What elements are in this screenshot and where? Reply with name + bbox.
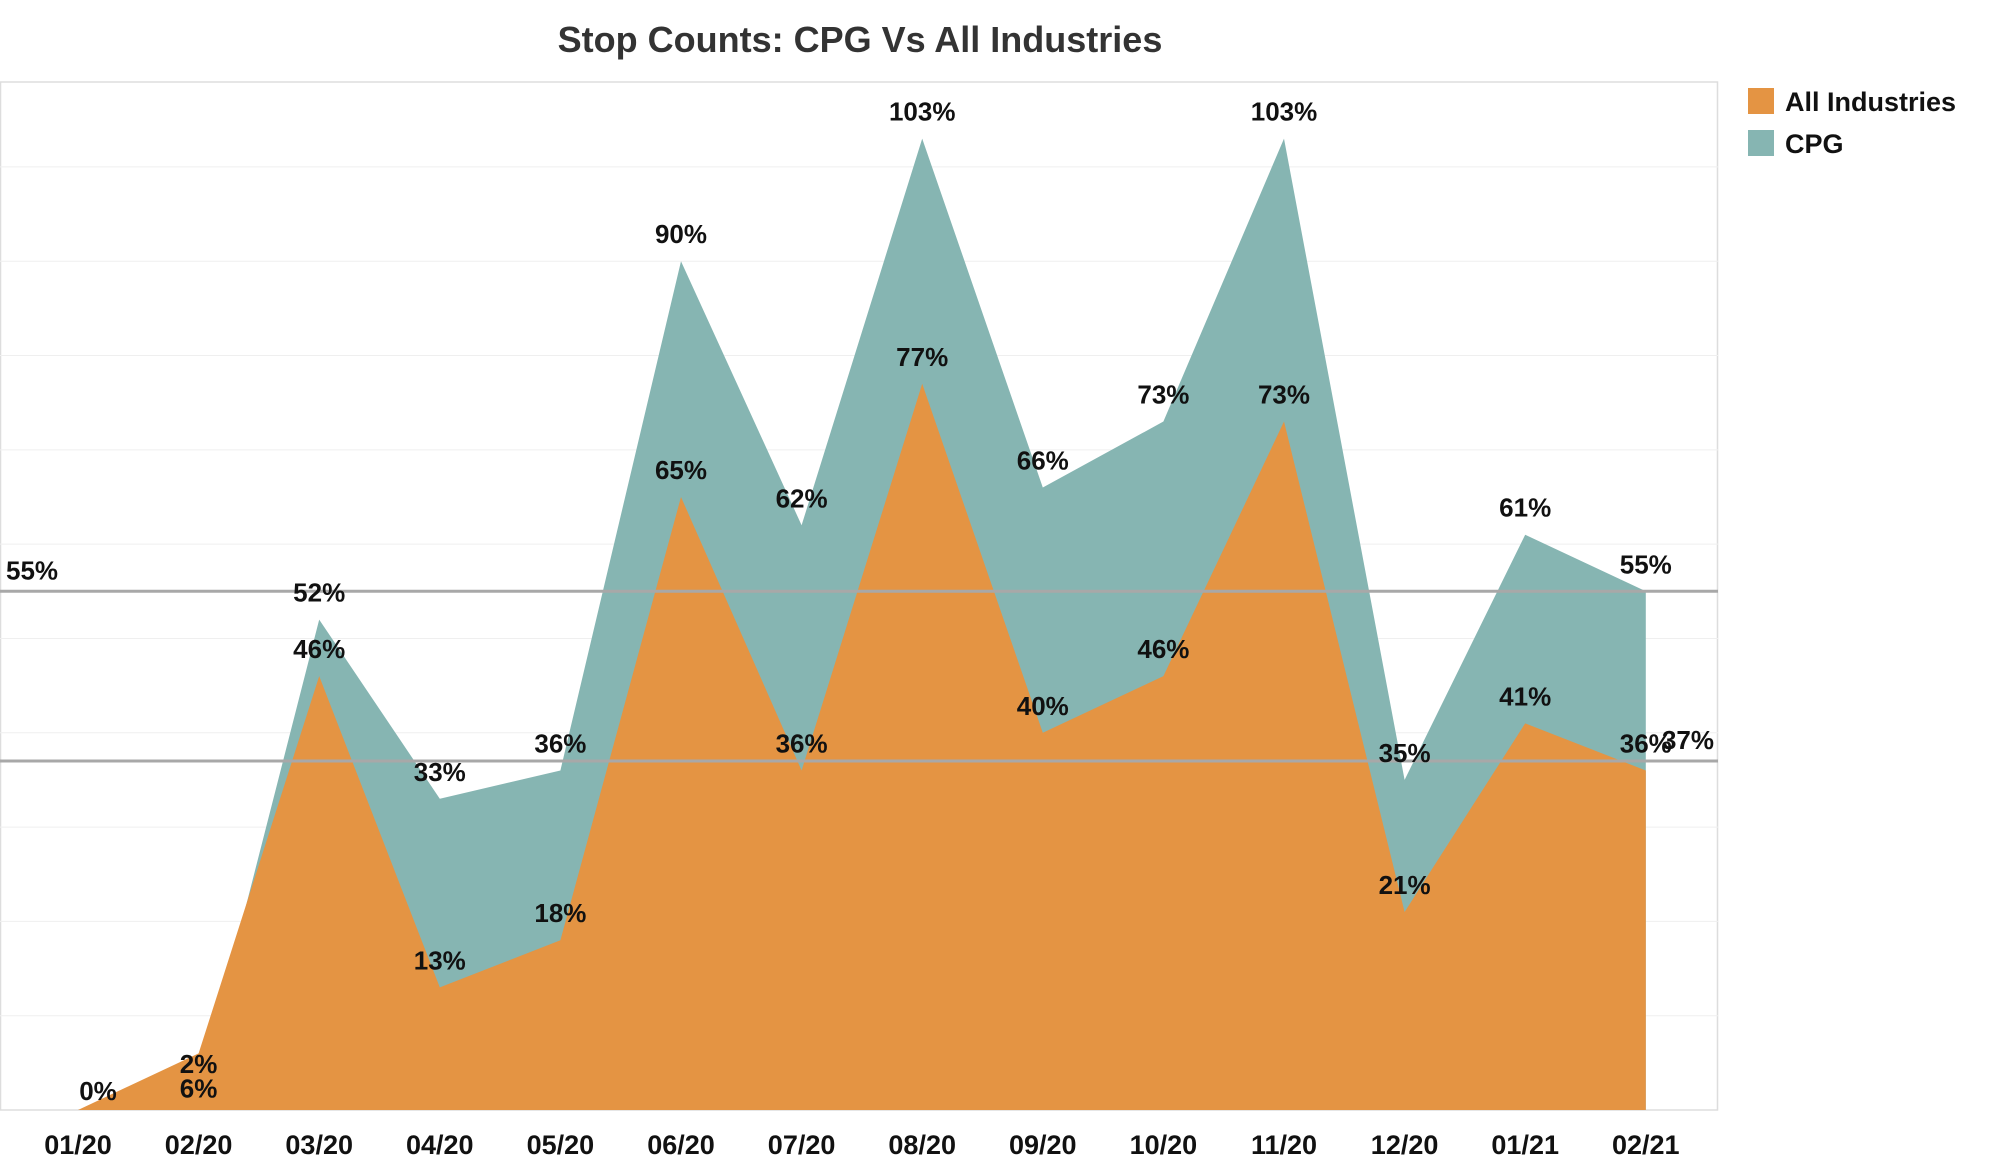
reference-line-label: 37%	[1662, 725, 1714, 755]
x-tick-label: 10/20	[1130, 1130, 1198, 1160]
x-tick-label: 08/20	[888, 1130, 956, 1160]
data-label: 103%	[1251, 97, 1318, 127]
x-tick-label: 05/20	[527, 1130, 595, 1160]
x-tick-label: 01/21	[1491, 1130, 1559, 1160]
x-tick-label: 11/20	[1251, 1130, 1317, 1160]
legend[interactable]: All Industries CPG	[1748, 87, 1956, 159]
data-label: 73%	[1137, 380, 1189, 410]
legend-item-label[interactable]: All Industries	[1785, 87, 1956, 117]
legend-item-label[interactable]: CPG	[1785, 129, 1844, 159]
reference-line-label: 55%	[6, 555, 58, 585]
chart-title: Stop Counts: CPG Vs All Industries	[558, 19, 1163, 60]
x-tick-label: 12/20	[1371, 1130, 1439, 1160]
legend-swatch	[1748, 130, 1774, 156]
data-label: 103%	[889, 97, 956, 127]
data-label: 13%	[414, 945, 466, 975]
data-label: 0%	[79, 1076, 117, 1106]
data-labels: 0% 2%6% 52% 46% 33% 13% 36% 18% 90% 65% 62% 36% 103%…	[79, 97, 1672, 1106]
data-label: 73%	[1258, 380, 1310, 410]
x-tick-label: 07/20	[768, 1130, 836, 1160]
reference-lines: 55% 37%	[0, 555, 1718, 763]
data-label: 40%	[1017, 691, 1069, 721]
data-label: 66%	[1017, 446, 1069, 476]
x-tick-label: 02/20	[165, 1130, 233, 1160]
x-axis: 01/20 02/20 03/20 04/20 05/20 06/20 07/20 08/20…	[44, 1130, 1679, 1160]
data-label: 36%	[534, 728, 586, 758]
data-label: 33%	[414, 757, 466, 787]
data-label: 55%	[1620, 549, 1672, 579]
data-label: 2%	[180, 1049, 218, 1079]
x-tick-label: 09/20	[1009, 1130, 1077, 1160]
x-tick-label: 06/20	[647, 1130, 715, 1160]
x-tick-label: 01/20	[44, 1130, 112, 1160]
area-series-layer	[78, 138, 1646, 1110]
data-label: 90%	[655, 219, 707, 249]
data-label: 46%	[293, 634, 345, 664]
data-label: 35%	[1379, 738, 1431, 768]
x-tick-label: 03/20	[285, 1130, 353, 1160]
data-label: 41%	[1499, 681, 1551, 711]
x-tick-label: 04/20	[406, 1130, 474, 1160]
data-label: 21%	[1379, 870, 1431, 900]
data-label: 52%	[293, 578, 345, 608]
x-tick-label: 02/21	[1612, 1130, 1680, 1160]
data-label: 62%	[776, 483, 828, 513]
data-label: 65%	[655, 455, 707, 485]
data-label: 18%	[534, 898, 586, 928]
data-label: 77%	[896, 342, 948, 372]
data-label: 46%	[1137, 634, 1189, 664]
data-label: 61%	[1499, 493, 1551, 523]
data-label: 36%	[1620, 728, 1672, 758]
area-all-industries[interactable]	[78, 383, 1646, 1110]
legend-swatch	[1748, 88, 1774, 114]
data-label: 36%	[776, 728, 828, 758]
data-label: 6%	[180, 1073, 218, 1103]
